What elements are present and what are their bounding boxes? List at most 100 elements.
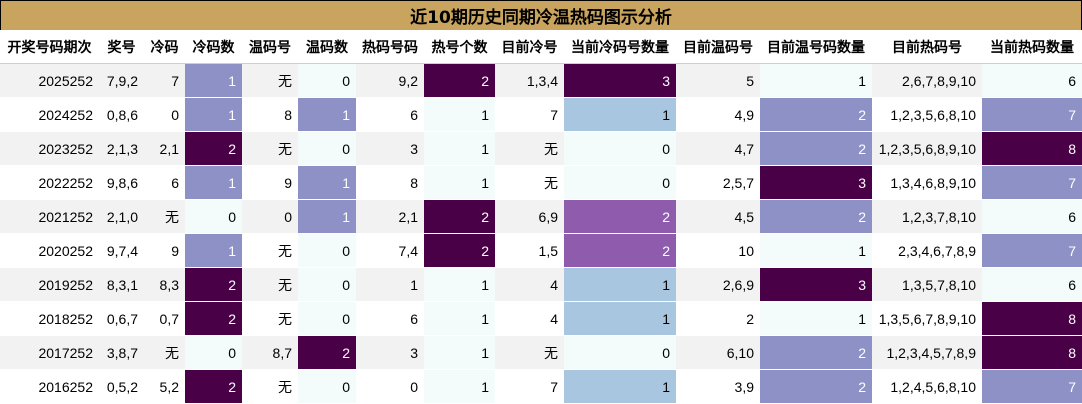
draw-cell: 2,1,0 (99, 199, 144, 234)
current-warm-count-cell: 2 (760, 369, 872, 404)
table-row: 2024252 0,8,6 0 1 8 1 6 1 7 1 4,9 2 1,2,… (0, 97, 1082, 132)
hot-count-cell: 2 (424, 199, 495, 234)
current-warm-cell: 4,9 (676, 97, 760, 132)
current-warm-cell: 3,9 (676, 369, 760, 404)
draw-cell: 8,3,1 (99, 267, 144, 302)
warm-count-cell: 1 (298, 97, 356, 132)
cold-count-cell: 1 (185, 97, 242, 132)
warm-cell: 无 (242, 233, 298, 268)
draw-cell: 9,7,4 (99, 233, 144, 268)
hot-count-cell: 1 (424, 165, 495, 200)
current-cold-count-cell: 1 (564, 97, 676, 132)
current-cold-count-cell: 2 (564, 233, 676, 268)
current-warm-cell: 2,6,9 (676, 267, 760, 302)
current-hot-count-cell: 6 (982, 267, 1082, 302)
warm-count-cell: 0 (298, 369, 356, 404)
table-row: 2019252 8,3,1 8,3 2 无 0 1 1 4 1 2,6,9 3 … (0, 267, 1082, 302)
cold-cell: 9 (144, 233, 185, 268)
cold-cell: 7 (144, 63, 185, 98)
draw-cell: 9,8,6 (99, 165, 144, 200)
current-hot-count-cell: 8 (982, 131, 1082, 166)
cold-cell: 0 (144, 97, 185, 132)
current-cold-count-cell: 1 (564, 369, 676, 404)
hot-count-cell: 1 (424, 131, 495, 166)
table-row: 2023252 2,1,3 2,1 2 无 0 3 1 无 0 4,7 2 1,… (0, 131, 1082, 166)
period-cell: 2017252 (0, 335, 99, 370)
table-row: 2017252 3,8,7 无 0 8,7 2 3 1 无 0 6,10 2 1… (0, 335, 1082, 370)
header-cell: 目前热码号 (872, 30, 982, 64)
cold-count-cell: 2 (185, 369, 242, 404)
warm-cell: 无 (242, 301, 298, 336)
draw-cell: 7,9,2 (99, 63, 144, 98)
header-cell: 开奖号码期次 (0, 30, 99, 64)
cold-count-cell: 2 (185, 267, 242, 302)
warm-cell: 8,7 (242, 335, 298, 370)
table-row: 2021252 2,1,0 无 0 0 1 2,1 2 6,9 2 4,5 2 … (0, 199, 1082, 234)
header-cell: 冷码数 (185, 30, 242, 64)
current-hot-cell: 1,2,3,7,8,10 (872, 199, 982, 234)
current-warm-count-cell: 1 (760, 233, 872, 268)
table-row: 2016252 0,5,2 5,2 2 无 0 0 1 7 1 3,9 2 1,… (0, 369, 1082, 404)
current-warm-count-cell: 2 (760, 131, 872, 166)
hot-cell: 0 (356, 369, 424, 404)
cold-cell: 6 (144, 165, 185, 200)
warm-count-cell: 0 (298, 131, 356, 166)
sheet-title: 近10期历史同期冷温热码图示分析 (0, 0, 1082, 31)
cold-count-cell: 2 (185, 131, 242, 166)
header-cell: 冷码 (144, 30, 185, 64)
current-cold-cell: 6,9 (495, 199, 564, 234)
draw-cell: 3,8,7 (99, 335, 144, 370)
cold-count-cell: 0 (185, 335, 242, 370)
header-cell: 目前温号码数量 (760, 30, 872, 64)
current-warm-cell: 4,7 (676, 131, 760, 166)
warm-count-cell: 1 (298, 199, 356, 234)
current-warm-cell: 10 (676, 233, 760, 268)
warm-count-cell: 0 (298, 301, 356, 336)
hot-cell: 6 (356, 97, 424, 132)
cold-cell: 8,3 (144, 267, 185, 302)
period-cell: 2023252 (0, 131, 99, 166)
hot-cell: 3 (356, 335, 424, 370)
hot-count-cell: 1 (424, 267, 495, 302)
cold-cell: 0,7 (144, 301, 185, 336)
hot-count-cell: 1 (424, 301, 495, 336)
hot-cell: 6 (356, 301, 424, 336)
table-row: 2018252 0,6,7 0,7 2 无 0 6 1 4 1 2 1 1,3,… (0, 301, 1082, 336)
draw-cell: 0,5,2 (99, 369, 144, 404)
current-hot-count-cell: 7 (982, 369, 1082, 404)
cold-count-cell: 1 (185, 165, 242, 200)
header-cell: 热号个数 (424, 30, 495, 64)
current-warm-count-cell: 2 (760, 97, 872, 132)
current-hot-cell: 1,2,3,5,6,8,10 (872, 97, 982, 132)
current-hot-cell: 1,3,5,7,8,10 (872, 267, 982, 302)
current-warm-count-cell: 1 (760, 301, 872, 336)
current-hot-count-cell: 8 (982, 335, 1082, 370)
current-warm-cell: 6,10 (676, 335, 760, 370)
cold-count-cell: 1 (185, 63, 242, 98)
header-cell: 温码数 (298, 30, 356, 64)
current-cold-cell: 4 (495, 301, 564, 336)
current-warm-count-cell: 3 (760, 267, 872, 302)
warm-count-cell: 0 (298, 233, 356, 268)
current-cold-count-cell: 0 (564, 131, 676, 166)
current-cold-count-cell: 0 (564, 335, 676, 370)
warm-count-cell: 2 (298, 335, 356, 370)
current-hot-cell: 1,3,5,6,7,8,9,10 (872, 301, 982, 336)
period-cell: 2018252 (0, 301, 99, 336)
cold-count-cell: 2 (185, 301, 242, 336)
draw-cell: 2,1,3 (99, 131, 144, 166)
current-cold-cell: 1,5 (495, 233, 564, 268)
current-hot-cell: 1,2,4,5,6,8,10 (872, 369, 982, 404)
current-cold-count-cell: 0 (564, 165, 676, 200)
current-warm-cell: 5 (676, 63, 760, 98)
current-hot-count-cell: 7 (982, 233, 1082, 268)
header-cell: 目前冷号 (495, 30, 564, 64)
table-row: 2022252 9,8,6 6 1 9 1 8 1 无 0 2,5,7 3 1,… (0, 165, 1082, 200)
hot-cell: 1 (356, 267, 424, 302)
hot-cell: 2,1 (356, 199, 424, 234)
header-cell: 目前温码号 (676, 30, 760, 64)
current-cold-count-cell: 1 (564, 267, 676, 302)
current-hot-count-cell: 7 (982, 97, 1082, 132)
period-cell: 2022252 (0, 165, 99, 200)
